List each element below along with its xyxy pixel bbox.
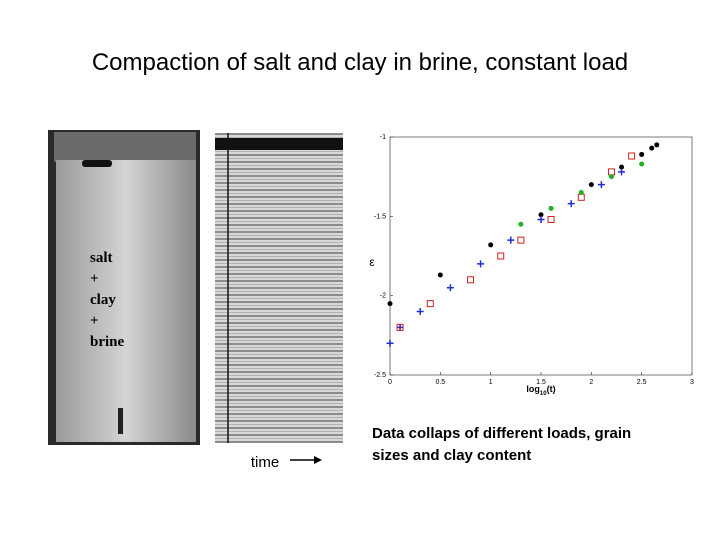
point — [467, 276, 475, 284]
point — [396, 323, 404, 331]
point — [518, 221, 524, 227]
y-tick-label: -1.5 — [374, 213, 386, 220]
point — [619, 164, 625, 170]
plot-frame — [389, 136, 693, 376]
point — [477, 260, 485, 268]
photo-label: + — [90, 313, 99, 329]
time-label: time — [251, 454, 279, 471]
x-tick-label: 2 — [589, 379, 593, 386]
point — [396, 323, 404, 331]
point — [649, 145, 655, 151]
x-axis-label-part: log — [526, 384, 540, 394]
point — [577, 193, 585, 201]
sample-photo — [48, 130, 200, 445]
x-tick-label: 1 — [489, 379, 493, 386]
photo-label: salt — [90, 250, 113, 266]
x-tick-label: 0 — [388, 379, 392, 386]
caption-line: sizes and clay content — [372, 447, 531, 464]
y-axis-label: ε — [369, 255, 375, 269]
point — [386, 339, 394, 347]
point — [628, 152, 636, 160]
caption: Data collaps of different loads, grain s… — [372, 425, 635, 464]
y-tick-label: -2.5 — [374, 372, 386, 379]
x-tick-label: 1.5 — [536, 379, 546, 386]
point — [437, 272, 443, 278]
x-tick-label: 0.5 — [435, 379, 445, 386]
point — [578, 190, 584, 196]
point — [588, 182, 594, 188]
point — [639, 151, 645, 157]
point — [654, 142, 660, 148]
point — [548, 205, 554, 211]
point — [537, 216, 545, 224]
point — [547, 216, 555, 224]
photo-label: clay — [90, 292, 116, 308]
photo-labels: salt + clay + brine — [90, 250, 125, 350]
slide-title: Compaction of salt and clay in brine, co… — [92, 49, 628, 76]
point — [416, 308, 424, 316]
x-axis-label-part: (t) — [547, 384, 556, 394]
point — [607, 168, 615, 176]
photo-label: brine — [90, 334, 125, 350]
point — [639, 161, 645, 167]
point — [608, 174, 614, 180]
photo-label: + — [90, 271, 99, 287]
x-tick-label: 3 — [690, 379, 694, 386]
point — [567, 200, 575, 208]
y-tick-label: -1 — [380, 134, 386, 141]
y-tick-label: -2 — [380, 293, 386, 300]
point — [497, 252, 505, 260]
scatter-chart: 0 0.5 1 1.5 2 2.5 3 -2.5 -2 -1.5 -1 ε log10(t) — [369, 134, 694, 397]
stripe-image — [215, 133, 343, 464]
point — [538, 212, 544, 218]
point — [618, 168, 626, 176]
x-axis-label: log10(t) — [526, 384, 555, 397]
point — [517, 236, 525, 244]
point — [597, 181, 605, 189]
point — [387, 301, 393, 307]
x-tick-label: 2.5 — [637, 379, 647, 386]
point — [446, 284, 454, 292]
x-axis-label-part: 10 — [540, 391, 547, 397]
caption-line: Data collaps of different loads, grain — [372, 425, 631, 442]
point — [507, 236, 515, 244]
point — [488, 242, 494, 248]
point — [426, 300, 434, 308]
